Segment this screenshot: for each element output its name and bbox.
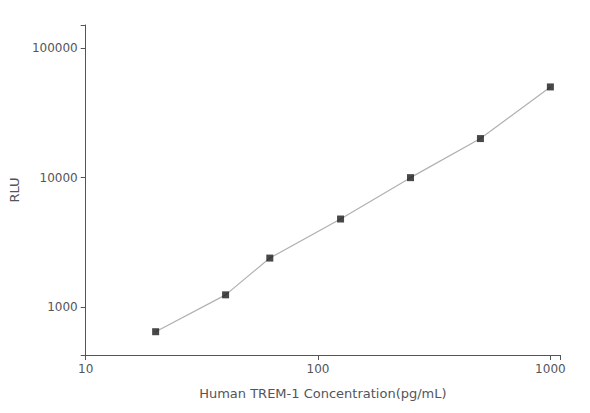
svg-text:10000: 10000 bbox=[40, 171, 78, 185]
svg-text:100: 100 bbox=[307, 362, 330, 376]
svg-text:1000: 1000 bbox=[47, 300, 78, 314]
svg-text:RLU: RLU bbox=[7, 177, 22, 202]
svg-text:Human TREM-1 Concentration(pg/: Human TREM-1 Concentration(pg/mL) bbox=[199, 386, 446, 401]
svg-text:10: 10 bbox=[78, 362, 93, 376]
svg-text:100000: 100000 bbox=[32, 41, 78, 55]
svg-text:1000: 1000 bbox=[535, 362, 566, 376]
